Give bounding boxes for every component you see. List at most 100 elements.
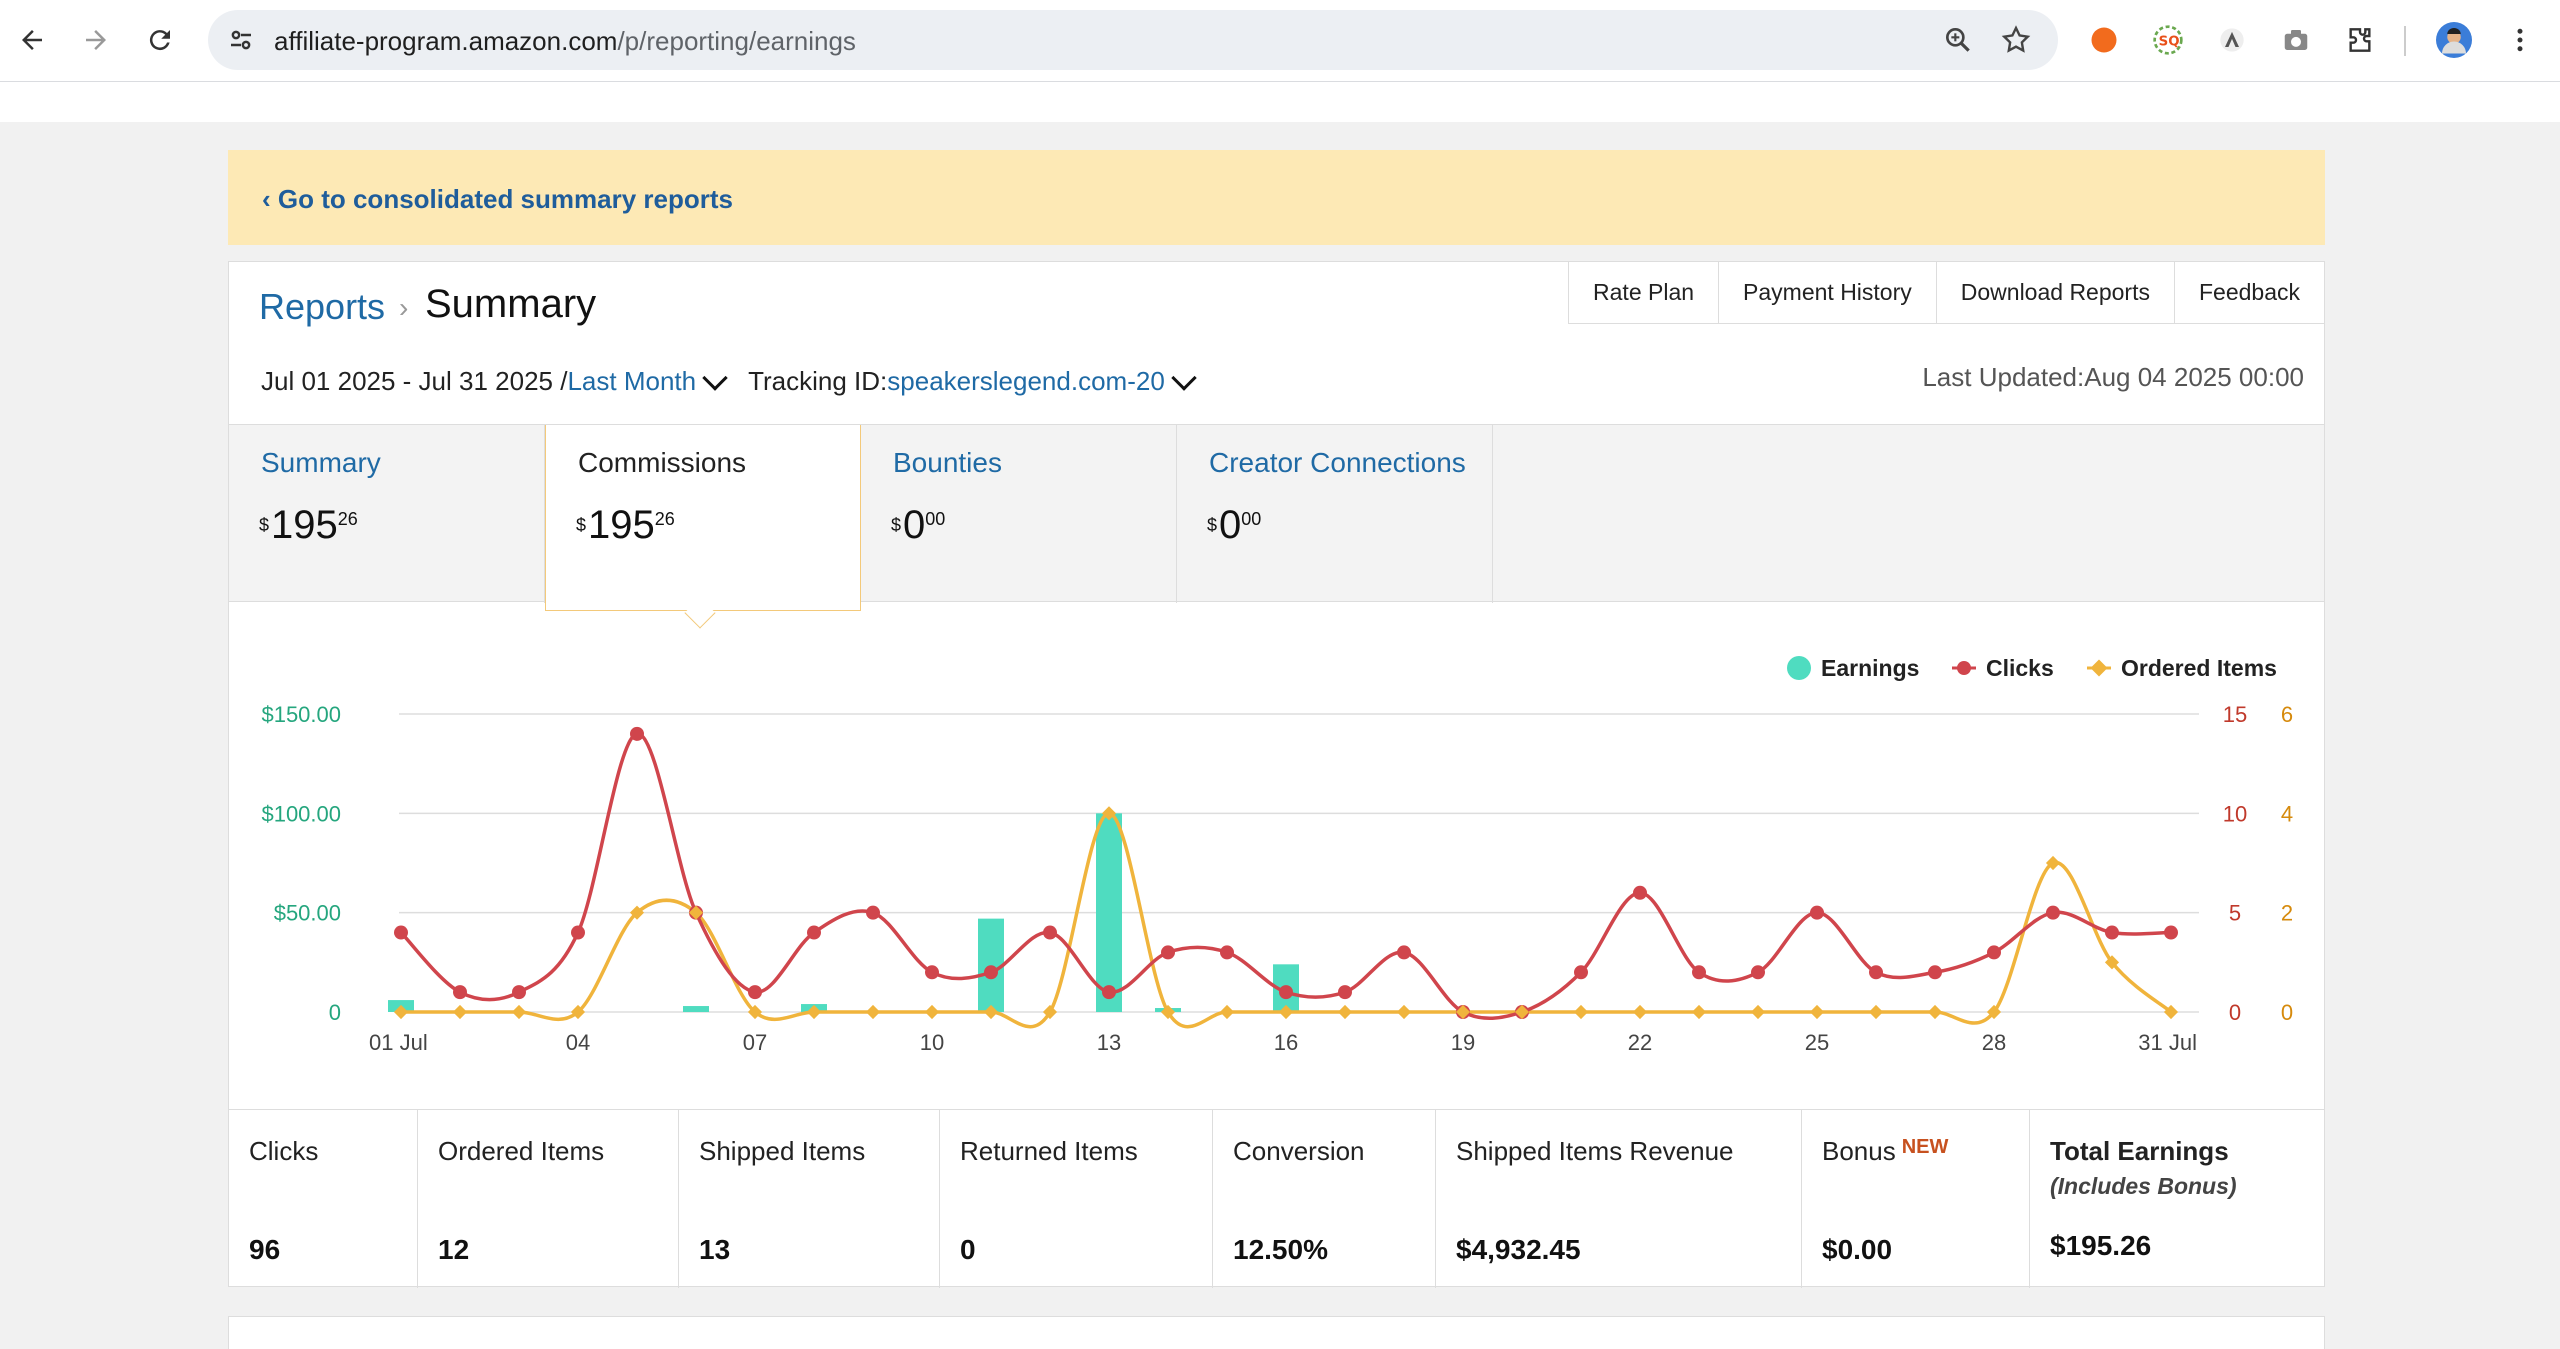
tab-commissions[interactable]: Commissions $19526: [545, 425, 861, 611]
x-tick-label: 16: [1274, 1030, 1298, 1055]
y-tick-label-clicks: 10: [2223, 801, 2247, 826]
tab-creator-connections[interactable]: Creator Connections $000: [1177, 425, 1493, 603]
stat-bonus: Bonus NEW $0.00: [1802, 1110, 2030, 1288]
consolidated-reports-banner: ‹ Go to consolidated summary reports: [228, 150, 2325, 245]
ordered-items-point: [1809, 1004, 1825, 1020]
consolidated-summary-link[interactable]: ‹ Go to consolidated summary reports: [262, 184, 733, 214]
x-tick-label: 13: [1097, 1030, 1121, 1055]
legend-marker-earnings: [1787, 656, 1811, 680]
tab-amount: $000: [891, 503, 946, 547]
reload-icon[interactable]: [136, 16, 184, 64]
legend-marker-items: [2090, 659, 2108, 677]
clicks-point: [1220, 945, 1234, 960]
report-card: Reports › Summary Rate Plan Payment Hist…: [228, 261, 2325, 1288]
page-title: Summary: [425, 282, 597, 326]
breadcrumb-separator: ›: [399, 292, 409, 323]
clicks-point: [1397, 945, 1411, 960]
ordered-items-point: [1514, 1004, 1530, 1020]
breadcrumb-reports[interactable]: Reports: [259, 286, 386, 327]
tab-amount: $19526: [259, 503, 358, 547]
ordered-items-point: [865, 1004, 881, 1020]
back-icon[interactable]: [8, 16, 56, 64]
clicks-point: [748, 985, 762, 1000]
clicks-point: [2046, 905, 2060, 920]
y-tick-label-earnings: 0: [329, 1000, 341, 1025]
stat-value: 0: [960, 1234, 976, 1265]
camera-extension-icon[interactable]: [2278, 22, 2314, 58]
extension-1-icon[interactable]: [2086, 22, 2122, 58]
payment-history-button[interactable]: Payment History: [1718, 261, 1937, 324]
clicks-point: [1279, 985, 1293, 1000]
extension-3-icon[interactable]: [2214, 22, 2250, 58]
stat-value: 12.50%: [1233, 1234, 1328, 1265]
chart-points: [393, 726, 2179, 1020]
earnings-tabs: Summary $19526 Commissions $19526 Bounti…: [229, 424, 2324, 611]
chevron-down-icon[interactable]: [1171, 364, 1197, 391]
y-tick-label-items: 6: [2281, 702, 2293, 727]
profile-avatar[interactable]: [2436, 22, 2472, 58]
clicks-point: [630, 726, 644, 741]
clicks-point: [1869, 965, 1883, 980]
ordered-items-point: [1691, 1004, 1707, 1020]
tracking-id-dropdown[interactable]: speakerslegend.com-20: [887, 366, 1165, 396]
extensions-puzzle-icon[interactable]: [2342, 22, 2378, 58]
ordered-items-point: [1278, 1004, 1294, 1020]
feedback-button[interactable]: Feedback: [2173, 261, 2325, 324]
ordered-items-point: [452, 1004, 468, 1020]
period-dropdown[interactable]: Last Month: [567, 366, 697, 396]
clicks-point: [984, 965, 998, 980]
browser-toolbar: affiliate-program.amazon.com/p/reporting…: [0, 0, 2560, 82]
clicks-point: [2164, 925, 2178, 940]
toolbar-divider: [2404, 26, 2406, 56]
forward-icon[interactable]: [72, 16, 120, 64]
tab-summary[interactable]: Summary $19526: [229, 425, 545, 603]
ordered-items-point: [1927, 1004, 1943, 1020]
tab-label: Commissions: [578, 447, 747, 478]
x-tick-label: 04: [566, 1030, 590, 1055]
stat-shipped-items: Shipped Items 13: [679, 1110, 940, 1288]
bookmark-star-icon[interactable]: [2000, 24, 2032, 61]
stat-label: Shipped Items Revenue: [1456, 1136, 1734, 1166]
stat-returned-items: Returned Items 0: [940, 1110, 1213, 1288]
chevron-down-icon[interactable]: [702, 364, 728, 391]
clicks-point: [1987, 945, 2001, 960]
tab-label: Creator Connections: [1209, 447, 1466, 478]
rate-plan-button[interactable]: Rate Plan: [1568, 261, 1720, 324]
clicks-point: [1692, 965, 1706, 980]
next-card: [228, 1316, 2325, 1349]
clicks-point: [807, 925, 821, 940]
extension-2-icon[interactable]: SQ: [2150, 22, 2186, 58]
clicks-point: [1574, 965, 1588, 980]
legend-marker-clicks: [1957, 661, 1971, 675]
clicks-point: [1633, 885, 1647, 900]
stat-ordered-items: Ordered Items 12: [418, 1110, 679, 1288]
stat-value: $4,932.45: [1456, 1234, 1581, 1265]
ordered-items-point: [1868, 1004, 1884, 1020]
chart-legend: Earnings Clicks Ordered Items: [1787, 655, 2277, 681]
y-tick-label-items: 2: [2281, 901, 2293, 926]
address-bar[interactable]: affiliate-program.amazon.com/p/reporting…: [208, 10, 2058, 70]
stat-value: 96: [249, 1234, 281, 1265]
stat-conversion: Conversion 12.50%: [1213, 1110, 1436, 1288]
more-menu-icon[interactable]: [2502, 22, 2538, 58]
site-settings-icon[interactable]: [226, 25, 256, 60]
x-tick-label: 01 Jul: [369, 1030, 428, 1055]
clicks-point: [925, 965, 939, 980]
ordered-items-point: [570, 1004, 586, 1020]
url-text: affiliate-program.amazon.com/p/reporting…: [274, 26, 856, 56]
y-tick-label-clicks: 5: [2229, 901, 2241, 926]
clicks-point: [1161, 945, 1175, 960]
x-tick-label: 25: [1805, 1030, 1829, 1055]
download-reports-button[interactable]: Download Reports: [1935, 261, 2175, 324]
earnings-bar: [683, 1006, 709, 1012]
ordered-items-point: [983, 1004, 999, 1020]
filter-row: Jul 01 2025 - Jul 31 2025 / Last Month T…: [261, 364, 1203, 397]
tab-bounties[interactable]: Bounties $000: [861, 425, 1177, 603]
ordered-items-point: [1160, 1004, 1176, 1020]
tab-label: Summary: [261, 447, 381, 478]
report-actions: Rate Plan Payment History Download Repor…: [1568, 261, 2325, 324]
x-tick-label: 28: [1982, 1030, 2006, 1055]
clicks-point: [866, 905, 880, 920]
zoom-icon[interactable]: [1942, 24, 1974, 61]
clicks-point: [453, 985, 467, 1000]
